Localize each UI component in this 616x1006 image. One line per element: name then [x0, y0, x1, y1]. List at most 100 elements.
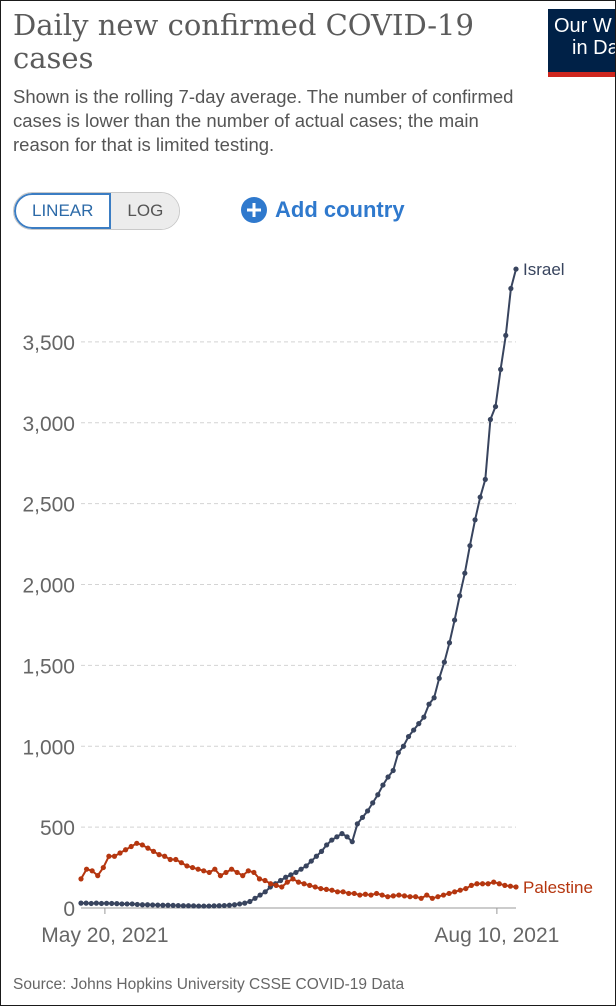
data-point — [134, 840, 140, 846]
y-tick-label: 2,000 — [22, 575, 75, 598]
data-point — [513, 884, 519, 890]
y-tick-label: 0 — [63, 898, 75, 921]
series-label-israel: Israel — [523, 260, 565, 279]
data-point — [395, 750, 401, 756]
data-point — [89, 868, 95, 874]
data-point — [318, 885, 324, 892]
data-point — [477, 494, 483, 500]
data-point — [440, 892, 447, 898]
plus-circle-icon — [241, 197, 267, 223]
data-point — [290, 876, 296, 882]
data-point — [334, 889, 341, 895]
data-point — [167, 856, 173, 863]
data-point — [273, 882, 279, 888]
data-point — [226, 902, 233, 908]
data-point — [351, 890, 357, 897]
data-point — [268, 881, 274, 887]
data-point — [370, 800, 376, 806]
data-point — [237, 901, 243, 907]
data-point — [206, 869, 212, 876]
data-point — [165, 902, 171, 908]
data-point — [150, 902, 156, 908]
data-point — [491, 879, 497, 885]
data-point — [201, 868, 207, 874]
data-point — [380, 782, 386, 788]
data-point — [418, 895, 424, 901]
data-point — [201, 903, 207, 909]
data-point — [217, 873, 224, 879]
data-point — [413, 894, 419, 900]
data-point — [190, 903, 197, 909]
data-point — [429, 895, 435, 901]
data-point — [474, 881, 480, 887]
data-point — [196, 903, 202, 909]
data-point — [441, 659, 447, 665]
data-point — [400, 743, 407, 749]
data-point — [451, 617, 458, 623]
data-point — [411, 727, 417, 733]
data-point — [144, 902, 151, 908]
data-point — [508, 285, 514, 292]
data-point — [245, 868, 251, 874]
owid-logo[interactable]: Our W in Da — [548, 9, 615, 77]
data-point — [119, 901, 125, 907]
data-point — [463, 885, 469, 892]
data-point — [78, 876, 84, 882]
data-point — [156, 852, 162, 858]
data-point — [492, 403, 499, 410]
data-point — [206, 903, 212, 909]
data-point — [298, 866, 304, 872]
data-point — [283, 874, 289, 880]
data-point — [329, 887, 335, 893]
data-point — [457, 887, 463, 893]
data-point — [103, 900, 110, 906]
log-scale-button[interactable]: LOG — [111, 193, 180, 229]
data-point — [357, 892, 363, 898]
data-point — [293, 869, 299, 876]
data-point — [407, 894, 413, 900]
logo-text-line1: Our W — [554, 15, 612, 37]
data-point — [288, 872, 294, 878]
series-line-israel — [81, 268, 517, 908]
data-point — [462, 570, 468, 576]
data-point — [359, 814, 366, 821]
data-point — [284, 879, 290, 885]
data-point — [405, 733, 412, 740]
data-point — [240, 873, 246, 879]
data-point — [234, 869, 240, 876]
data-point — [303, 863, 309, 869]
data-point — [329, 837, 335, 843]
data-point — [373, 890, 380, 897]
data-point — [277, 877, 284, 884]
data-point — [346, 890, 352, 897]
data-point — [435, 894, 441, 900]
data-point — [431, 695, 437, 701]
data-point — [401, 893, 408, 899]
data-point — [452, 889, 458, 895]
data-point — [139, 902, 146, 908]
add-country-button[interactable]: Add country — [241, 193, 405, 227]
data-point — [173, 856, 179, 863]
data-point — [184, 863, 190, 869]
data-point — [424, 892, 430, 898]
x-tick-label: May 20, 2021 — [41, 924, 168, 947]
data-point — [95, 873, 101, 879]
data-point — [195, 866, 201, 872]
data-point — [216, 903, 222, 909]
data-point — [503, 332, 509, 339]
data-point — [385, 774, 391, 780]
data-point — [354, 821, 360, 827]
y-tick-label: 500 — [40, 817, 75, 840]
data-point — [339, 830, 345, 837]
data-point — [257, 892, 263, 898]
series-label-palestine: Palestine — [523, 878, 593, 897]
data-point — [78, 900, 84, 906]
data-point — [349, 839, 355, 845]
data-point — [375, 792, 381, 798]
linear-scale-button[interactable]: LINEAR — [14, 193, 112, 229]
data-point — [307, 882, 313, 888]
data-point — [212, 866, 218, 872]
data-point — [100, 864, 106, 871]
data-point — [496, 881, 502, 887]
data-point — [436, 675, 442, 681]
